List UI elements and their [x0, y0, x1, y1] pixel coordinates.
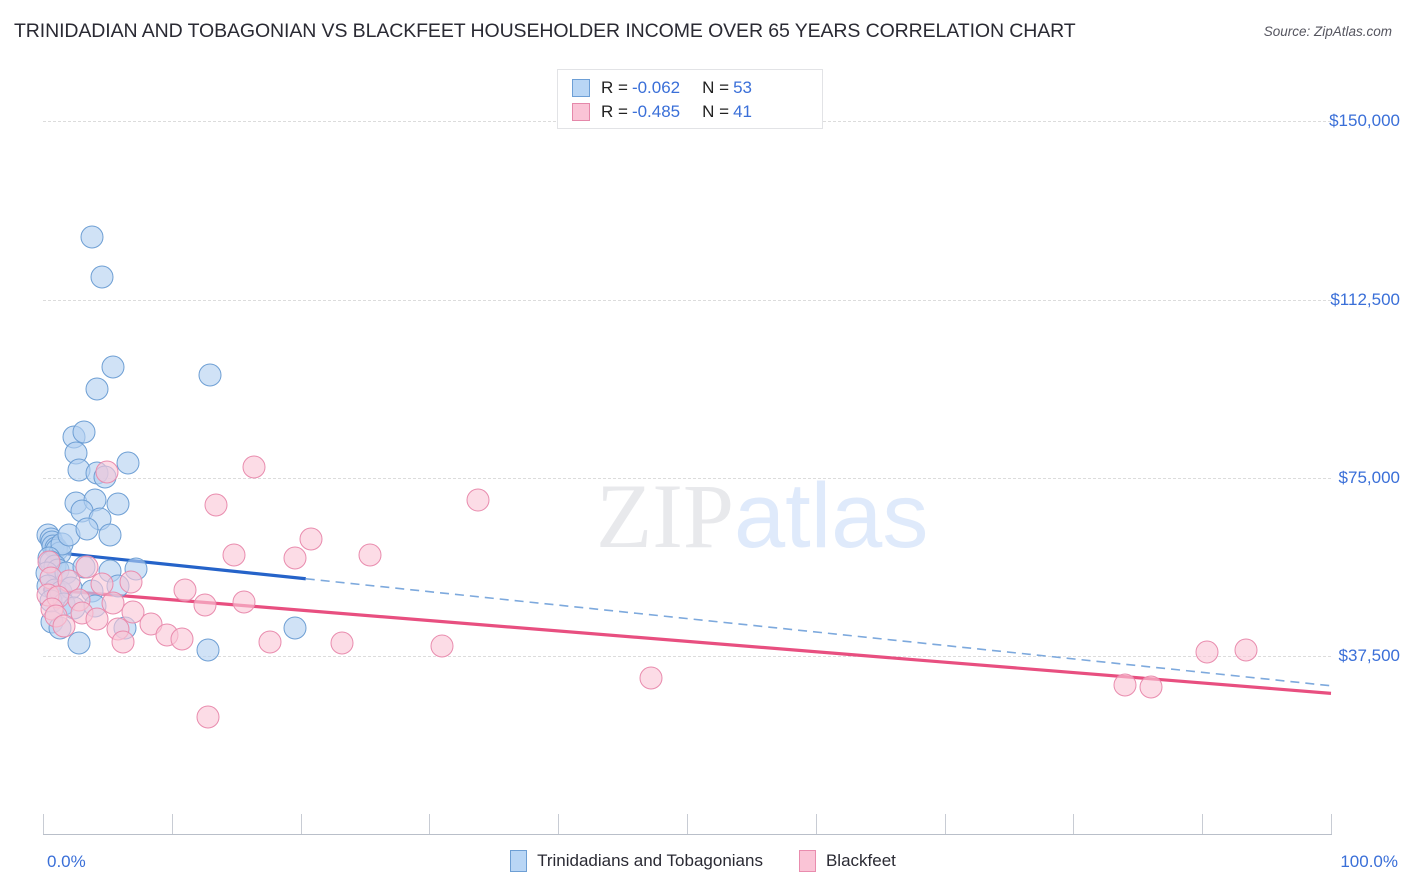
scatter-point[interactable] — [639, 666, 663, 690]
r-label-pink: R = — [601, 102, 628, 121]
scatter-point[interactable] — [90, 265, 114, 289]
scatter-point[interactable] — [101, 591, 125, 615]
n-value-pink: 41 — [733, 102, 752, 121]
scatter-point[interactable] — [67, 631, 91, 655]
r-value-blue: -0.062 — [631, 78, 681, 97]
legend-swatch-icon-pink — [572, 103, 590, 121]
x-axis-tick — [558, 814, 560, 834]
scatter-point[interactable] — [430, 634, 454, 658]
scatter-point[interactable] — [196, 705, 220, 729]
series-legend: Trinidadians and Tobagonians Blackfeet — [0, 850, 1406, 872]
scatter-point[interactable] — [90, 572, 114, 596]
x-axis-tick — [687, 814, 688, 834]
plot-background — [43, 62, 1331, 834]
scatter-point[interactable] — [196, 638, 220, 662]
x-axis-tick — [171, 814, 173, 834]
scatter-point[interactable] — [258, 630, 282, 654]
scatter-point[interactable] — [204, 493, 228, 517]
scatter-point[interactable] — [1139, 675, 1163, 699]
scatter-point[interactable] — [330, 631, 354, 655]
page-title: TRINIDADIAN AND TOBAGONIAN VS BLACKFEET … — [14, 20, 1076, 42]
scatter-point[interactable] — [72, 420, 96, 444]
scatter-point[interactable] — [95, 460, 119, 484]
scatter-point[interactable] — [170, 627, 194, 651]
scatter-point[interactable] — [1195, 640, 1219, 664]
scatter-point[interactable] — [1234, 638, 1258, 662]
x-axis-tick — [1073, 814, 1075, 834]
x-axis-tick — [1331, 814, 1332, 834]
correlation-row-trinidadians: R = -0.062 N = 53 — [572, 76, 810, 100]
scatter-point[interactable] — [75, 555, 99, 579]
series-legend-item-trinidadians[interactable]: Trinidadians and Tobagonians — [510, 850, 763, 872]
gridline — [43, 299, 1331, 301]
scatter-point[interactable] — [111, 630, 135, 654]
series-swatch-icon-blue — [510, 850, 528, 872]
scatter-point[interactable] — [358, 543, 382, 567]
scatter-point[interactable] — [242, 455, 266, 479]
n-label-pink: N = — [702, 102, 730, 121]
scatter-point[interactable] — [101, 355, 125, 379]
y-axis-tick-label: $150,000 — [1329, 111, 1400, 131]
scatter-point[interactable] — [283, 546, 307, 570]
x-axis-min-label: 0.0% — [47, 852, 86, 871]
y-axis-tick-label: $112,500 — [1330, 289, 1400, 309]
x-axis-tick — [300, 814, 302, 834]
y-axis-tick-label: $75,000 — [1338, 467, 1400, 487]
scatter-point[interactable] — [116, 451, 140, 475]
trendline-dashed-blue — [305, 577, 1332, 687]
scatter-point[interactable] — [222, 543, 246, 567]
x-axis-tick — [43, 814, 44, 834]
scatter-point[interactable] — [299, 527, 323, 551]
scatter-point[interactable] — [119, 570, 143, 594]
scatter-point[interactable] — [466, 488, 490, 512]
scatter-point[interactable] — [193, 593, 217, 617]
x-axis-tick — [944, 814, 946, 834]
series-label-blackfeet: Blackfeet — [825, 851, 896, 870]
scatter-point[interactable] — [232, 590, 256, 614]
gridline — [43, 655, 1331, 657]
n-value-blue: 53 — [733, 78, 752, 97]
series-label-trinidadians: Trinidadians and Tobagonians — [537, 851, 763, 870]
scatter-point[interactable] — [173, 578, 197, 602]
scatter-point[interactable] — [80, 225, 104, 249]
n-label-blue: N = — [702, 78, 730, 97]
scatter-point[interactable] — [98, 523, 122, 547]
x-axis-tick — [429, 814, 431, 834]
plot-area: ZIPatlas — [35, 62, 1332, 834]
scatter-point[interactable] — [106, 492, 130, 516]
x-axis-line — [43, 834, 1332, 835]
series-swatch-icon-pink — [798, 850, 816, 872]
x-axis-max-label: 100.0% — [1340, 852, 1398, 871]
r-value-pink: -0.485 — [631, 102, 681, 121]
correlation-legend: R = -0.062 N = 53 R = -0.485 N = 41 — [557, 69, 823, 129]
source-label: Source: ZipAtlas.com — [1263, 24, 1392, 39]
legend-swatch-icon-blue — [572, 79, 590, 97]
scatter-point[interactable] — [75, 517, 99, 541]
scatter-point[interactable] — [283, 616, 307, 640]
r-label-blue: R = — [601, 78, 628, 97]
trendlines — [42, 549, 1332, 695]
series-legend-item-blackfeet[interactable]: Blackfeet — [798, 850, 896, 872]
scatter-point[interactable] — [198, 363, 222, 387]
y-axis-tick-label: $37,500 — [1338, 645, 1400, 665]
scatter-point[interactable] — [52, 614, 76, 638]
scatter-point[interactable] — [1113, 673, 1137, 697]
scatter-point[interactable] — [85, 607, 109, 631]
scatter-point[interactable] — [121, 600, 145, 624]
x-axis-tick — [1202, 814, 1204, 834]
correlation-row-blackfeet: R = -0.485 N = 41 — [572, 100, 810, 124]
x-axis-tick — [815, 814, 817, 834]
gridline — [43, 477, 1331, 479]
scatter-point[interactable] — [85, 377, 109, 401]
